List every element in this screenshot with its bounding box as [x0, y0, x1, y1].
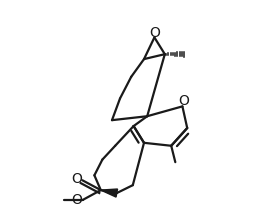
Polygon shape	[101, 189, 118, 197]
Text: O: O	[178, 94, 189, 108]
Text: O: O	[149, 26, 160, 40]
Text: O: O	[71, 172, 82, 186]
Text: O: O	[72, 193, 82, 207]
